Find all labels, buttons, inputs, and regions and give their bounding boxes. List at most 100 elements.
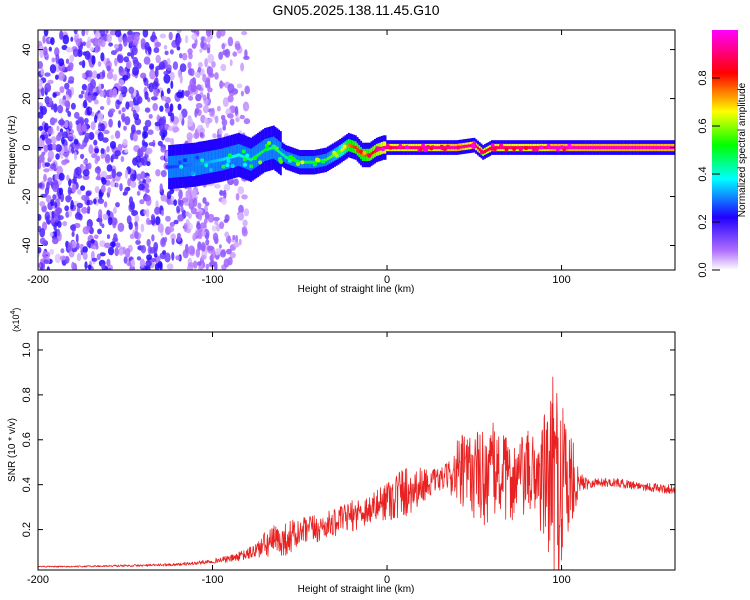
noise-blob <box>240 62 245 72</box>
noise-blob <box>74 151 77 161</box>
noise-blob <box>107 246 115 256</box>
ridge-core <box>492 146 495 150</box>
noise-blob <box>61 159 68 166</box>
ridge-blob <box>418 147 423 152</box>
noise-blob <box>57 220 62 228</box>
ridge-core <box>232 154 235 158</box>
noise-blob <box>56 228 61 237</box>
ridge-blob <box>242 157 247 162</box>
ridge-core <box>265 148 268 151</box>
ridge-blob <box>518 147 523 152</box>
noise-blob <box>64 100 71 108</box>
noise-blob <box>86 240 91 248</box>
ridge-core <box>586 146 589 150</box>
noise-blob <box>38 45 45 53</box>
noise-blob <box>115 202 120 208</box>
noise-blob <box>108 108 116 113</box>
ridge-core <box>326 157 329 161</box>
ridge-core <box>583 146 586 150</box>
noise-blob <box>202 94 207 101</box>
noise-blob <box>83 117 89 124</box>
ridge-core <box>607 146 610 150</box>
noise-blob <box>68 121 73 130</box>
ridge-blob <box>546 144 551 148</box>
noise-blob <box>134 221 138 227</box>
noise-blob <box>80 185 86 191</box>
noise-blob <box>196 84 202 91</box>
ridge-core <box>194 163 197 167</box>
noise-blob <box>205 263 209 270</box>
ridge-blob <box>179 164 184 169</box>
noise-blob <box>205 77 211 84</box>
noise-blob <box>74 111 80 119</box>
ridge-blob <box>177 160 182 165</box>
snr-frame <box>37 331 676 571</box>
noise-blob <box>130 180 137 188</box>
noise-blob <box>67 186 72 196</box>
noise-blob <box>87 94 93 103</box>
noise-blob <box>196 222 201 230</box>
ridge-blob <box>524 146 529 150</box>
noise-blob <box>175 255 181 261</box>
noise-blob <box>144 119 152 128</box>
ridge-core <box>658 146 661 150</box>
noise-blob <box>157 140 163 147</box>
ridge-core <box>187 163 190 167</box>
spectrogram-ridge-layer <box>168 125 675 190</box>
ridge-core <box>210 160 212 164</box>
ridge-blob <box>504 147 509 152</box>
ridge-core <box>183 164 186 168</box>
noise-blob <box>189 68 195 77</box>
noise-blob <box>97 38 103 47</box>
ridge-blob <box>356 148 361 153</box>
noise-blob <box>232 51 238 57</box>
ridge-blob <box>490 143 495 148</box>
ridge-core <box>496 146 499 150</box>
noise-blob <box>78 94 84 99</box>
ridge-core <box>365 153 368 157</box>
ridge-core <box>230 155 233 159</box>
ridge-core <box>410 146 413 150</box>
noise-blob <box>145 260 152 267</box>
ridge-core <box>175 165 178 168</box>
noise-blob <box>107 187 112 194</box>
ridge-core <box>340 148 343 152</box>
noise-blob <box>177 103 182 111</box>
colorbar-tick-label: 0.6 <box>697 118 709 133</box>
noise-blob <box>72 48 79 57</box>
ridge-core <box>185 164 188 167</box>
ridge-core <box>262 149 265 153</box>
noise-blob <box>47 150 55 161</box>
noise-blob <box>61 44 68 51</box>
noise-blob <box>192 233 196 242</box>
ridge-core <box>422 146 425 150</box>
ridge-core <box>237 153 240 157</box>
noise-blob <box>130 173 137 182</box>
noise-blob <box>102 137 109 143</box>
noise-blob <box>244 85 250 95</box>
ridge-core <box>299 160 301 164</box>
noise-blob <box>219 221 225 230</box>
ridge-core <box>168 165 171 169</box>
ridge-core <box>190 163 193 167</box>
noise-blob <box>219 189 223 196</box>
noise-blob <box>136 96 143 104</box>
ridge-core <box>309 160 312 164</box>
noise-blob <box>159 183 163 193</box>
ridge-core <box>192 163 195 167</box>
y-tick-label: 0.8 <box>21 387 33 402</box>
noise-blob <box>52 194 57 201</box>
ridge-core <box>176 164 179 168</box>
noise-blob <box>94 186 100 194</box>
ridge-core <box>553 146 556 150</box>
noise-blob <box>84 50 91 60</box>
ridge-core <box>335 152 338 155</box>
noise-blob <box>114 247 119 257</box>
noise-blob <box>115 242 121 249</box>
noise-blob <box>124 148 129 153</box>
ridge-core <box>517 146 520 150</box>
noise-blob <box>59 255 67 261</box>
ridge-blob <box>332 150 337 155</box>
noise-blob <box>171 195 175 202</box>
